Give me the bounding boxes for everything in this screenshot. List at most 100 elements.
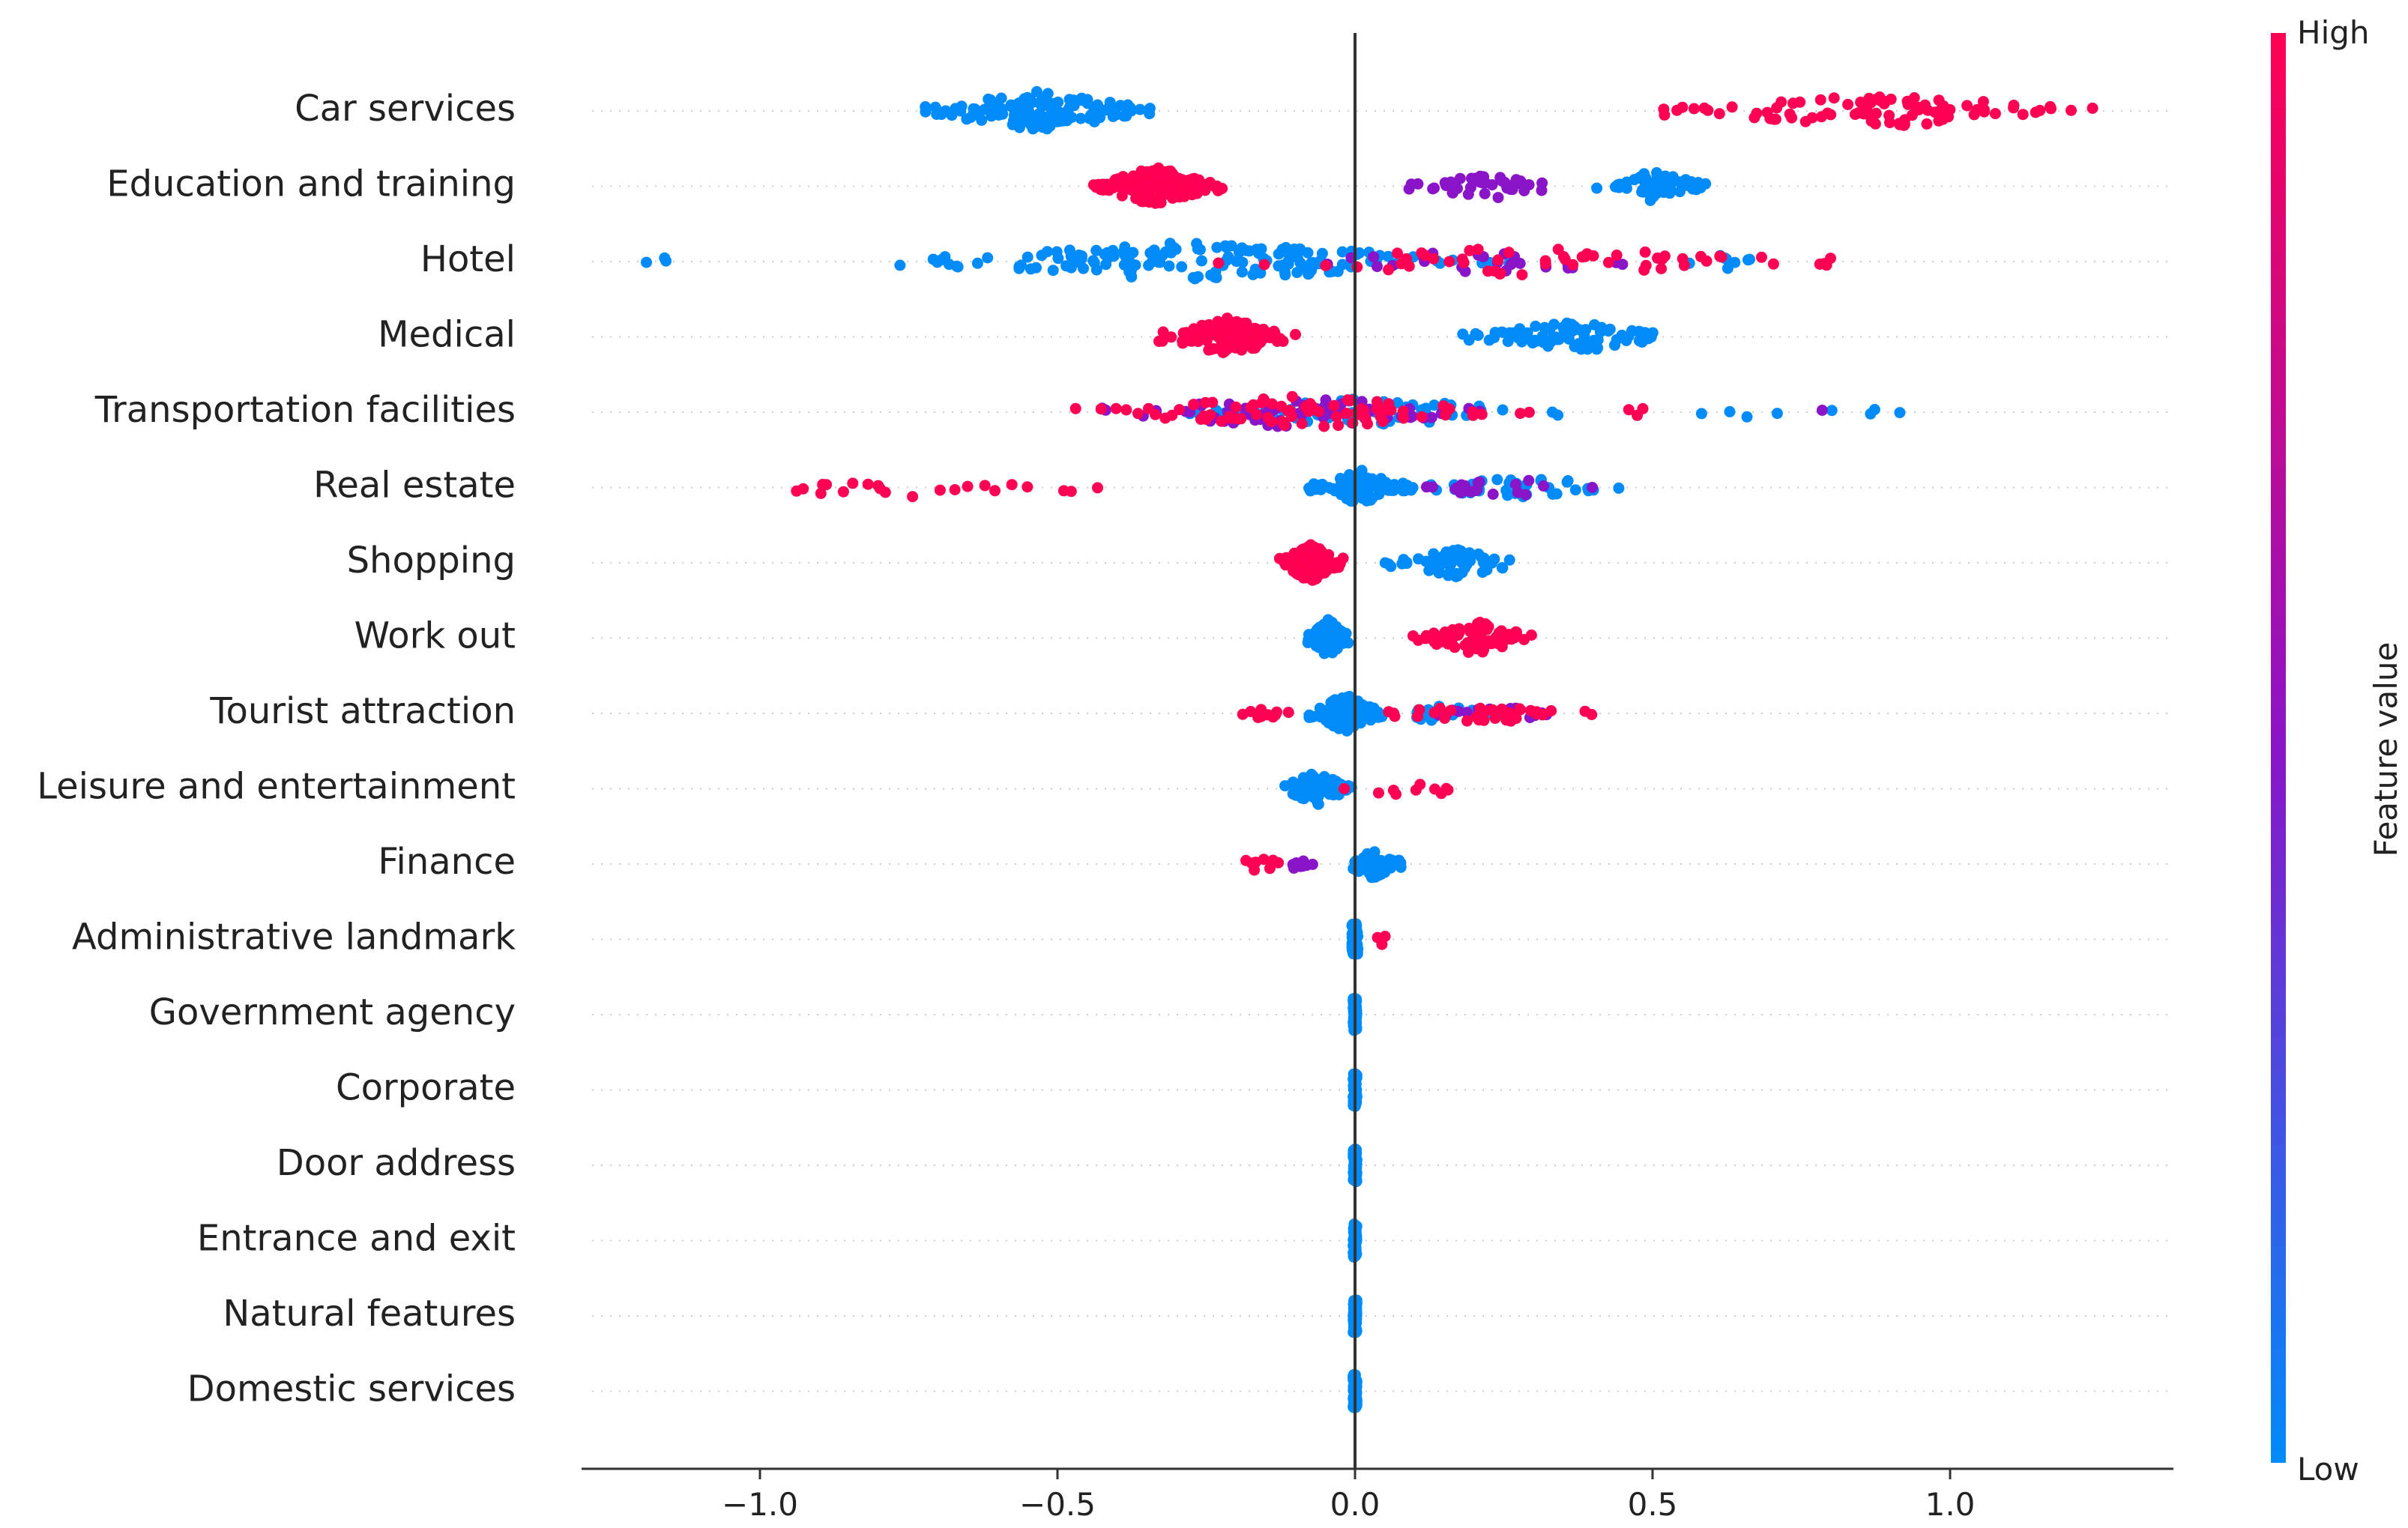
shap-point — [837, 486, 849, 498]
shap-point — [1933, 115, 1945, 127]
colorbar-title: Feature value — [2368, 642, 2404, 857]
shap-point — [1423, 564, 1435, 576]
shap-point — [1428, 707, 1440, 719]
shap-point — [1262, 411, 1274, 423]
shap-point — [1251, 408, 1262, 420]
shap-point — [1416, 411, 1428, 423]
shap-point — [1814, 94, 1826, 106]
shap-point — [1224, 317, 1236, 328]
shap-point — [907, 491, 919, 503]
shap-point — [1640, 327, 1652, 339]
shap-point — [1341, 692, 1353, 704]
shap-point — [1372, 931, 1383, 943]
shap-point — [1440, 409, 1452, 421]
shap-point — [1112, 173, 1124, 185]
shap-point — [1578, 330, 1590, 342]
shap-point — [1174, 404, 1186, 416]
shap-point — [1195, 255, 1207, 267]
shap-point — [1439, 713, 1451, 724]
shap-point — [1351, 1175, 1363, 1187]
shap-point — [1336, 477, 1348, 489]
shap-point — [1330, 411, 1342, 423]
feature-label: Car services — [295, 88, 516, 130]
shap-point — [1341, 408, 1353, 419]
shap-point — [1336, 259, 1348, 271]
shap-point — [1355, 710, 1367, 722]
shap-point — [920, 101, 932, 112]
shap-point — [1431, 638, 1443, 650]
shap-point — [1677, 253, 1689, 265]
shap-point — [1398, 412, 1410, 424]
shap-point — [1279, 269, 1291, 281]
shap-point — [1383, 264, 1395, 276]
shap-point — [1194, 244, 1206, 256]
shap-point — [1569, 484, 1581, 496]
shap-point — [1503, 707, 1515, 719]
shap-point — [894, 259, 906, 271]
shap-point — [1379, 557, 1391, 569]
shap-point — [1154, 193, 1166, 205]
shap-point — [1464, 555, 1476, 567]
shap-point — [1340, 702, 1352, 714]
shap-point — [1885, 93, 1897, 105]
shap-point — [1031, 262, 1042, 274]
shap-point — [1119, 241, 1131, 253]
shap-point — [1031, 85, 1042, 97]
shap-point — [2034, 104, 2046, 116]
feature-label: Work out — [354, 615, 516, 657]
shap-point — [1475, 551, 1487, 563]
shap-point — [1500, 484, 1512, 496]
shap-point — [1341, 492, 1353, 504]
shap-point — [1487, 489, 1499, 500]
shap-point — [1454, 172, 1466, 184]
shap-point — [1267, 711, 1279, 723]
shap-point — [1196, 332, 1208, 344]
shap-point — [1514, 323, 1526, 335]
shap-point — [1130, 193, 1142, 205]
shap-point — [1434, 552, 1446, 564]
shap-point — [1744, 253, 1755, 265]
shap-point — [1870, 107, 1882, 119]
shap-point — [1097, 184, 1109, 196]
shap-point — [1921, 118, 1933, 130]
shap-point — [1165, 189, 1177, 201]
shap-point — [1246, 342, 1258, 354]
shap-point — [1156, 250, 1168, 262]
colorbar-gradient — [2271, 33, 2286, 1463]
shap-point — [1613, 482, 1625, 494]
shap-point — [1450, 567, 1462, 579]
shap-point — [1403, 183, 1415, 195]
shap-point — [1257, 332, 1269, 344]
shap-point — [1210, 266, 1222, 278]
shap-point — [1199, 184, 1211, 196]
shap-point — [1413, 704, 1425, 716]
shap-point — [1461, 715, 1473, 727]
shap-point — [1092, 482, 1103, 494]
shap-point — [1741, 411, 1753, 423]
shap-point — [1842, 98, 1854, 110]
shap-point — [1639, 246, 1651, 258]
shap-point — [961, 113, 973, 125]
shap-point — [996, 103, 1008, 115]
shap-point — [1339, 783, 1351, 794]
shap-point — [1087, 255, 1099, 267]
shap-point — [1025, 119, 1037, 131]
shap-point — [1825, 253, 1836, 265]
shap-point — [1476, 713, 1488, 725]
shap-point — [1318, 623, 1330, 635]
shap-point — [1356, 465, 1368, 477]
shap-point — [1503, 247, 1515, 259]
shap-point — [1538, 480, 1550, 492]
shap-point — [1266, 398, 1278, 410]
shap-point — [1410, 784, 1422, 796]
shap-point — [1165, 165, 1177, 177]
shap-point — [1203, 318, 1215, 330]
shap-point — [1523, 474, 1535, 486]
shap-point — [1934, 104, 1946, 116]
shap-point — [1664, 187, 1676, 199]
shap-point — [1479, 618, 1491, 629]
shap-point — [1496, 562, 1508, 574]
shap-point — [1144, 247, 1156, 259]
shap-point — [1478, 644, 1490, 656]
shap-point — [1420, 555, 1432, 567]
